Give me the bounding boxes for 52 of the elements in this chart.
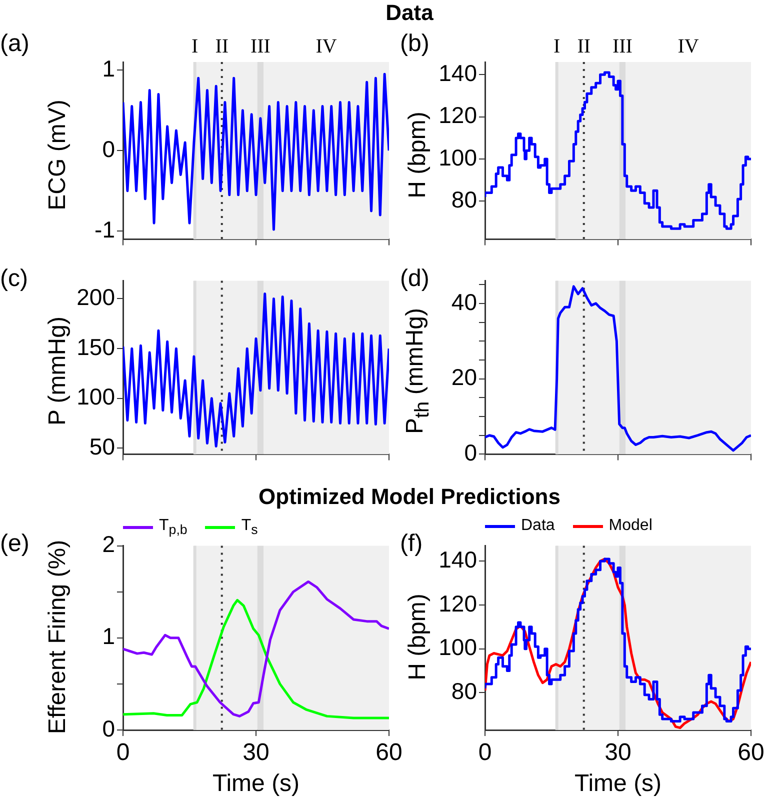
y-tick-label: 0 <box>102 136 115 162</box>
ref-line-label: I <box>553 35 560 58</box>
ref-line-label: II <box>215 35 229 58</box>
y-axis-title: Efferent Firing (%) <box>44 539 72 734</box>
y-tick-label: 0 <box>102 715 115 742</box>
y-tick-label: 120 <box>438 590 477 616</box>
text: (d) <box>400 265 430 293</box>
legend-label: Model <box>608 517 652 535</box>
x-tick-label: 30 <box>604 739 632 766</box>
y-tick-label: 2 <box>102 531 115 558</box>
y-tick-label: 80 <box>451 186 477 213</box>
y-tick-label: 140 <box>438 60 477 86</box>
band-label: IV <box>678 35 700 58</box>
x-tick-label: 60 <box>376 739 402 766</box>
x-tick-label: 60 <box>738 739 764 766</box>
y-axis-title: ECG (mV) <box>44 100 72 210</box>
x-tick-label: 30 <box>242 739 270 766</box>
y-tick-label: 20 <box>451 364 477 390</box>
text: (e) <box>0 530 30 558</box>
band-label: III <box>612 35 632 58</box>
y-tick-label: 80 <box>451 678 477 704</box>
legend-label: T$_{p,b}$ <box>159 517 188 538</box>
y-tick-label: 50 <box>89 434 115 460</box>
text: (f) <box>400 530 423 558</box>
y-tick-label: 1 <box>102 623 115 650</box>
band-label: III <box>250 35 270 58</box>
y-tick-label: 150 <box>76 334 115 360</box>
y-axis-title: P (mmHg) <box>44 316 72 425</box>
y-tick-label: 100 <box>438 144 477 170</box>
y-tick-label: 100 <box>76 384 115 410</box>
y-tick-label: 200 <box>76 284 115 310</box>
chart-title: Optimized Model Predictions <box>258 484 562 510</box>
y-tick-label: 1 <box>102 55 115 82</box>
legend-label: Data <box>521 517 555 535</box>
x-axis-title: Time (s) <box>574 770 662 798</box>
text: (b) <box>400 30 430 58</box>
band-label: IV <box>316 35 338 58</box>
ref-line-label: II <box>577 35 591 58</box>
legend-label: T$_{s}$ <box>241 517 258 538</box>
chart-title: Data <box>384 0 434 26</box>
text: (c) <box>0 265 28 293</box>
text: (a) <box>0 30 30 58</box>
y-tick-label: 100 <box>438 634 477 660</box>
y-axis-title: H (bpm) <box>404 112 432 198</box>
y-tick-label: 40 <box>451 288 477 315</box>
y-tick-label: 120 <box>438 102 477 128</box>
y-tick-label: 140 <box>438 546 477 572</box>
y-tick-label: 0 <box>464 440 477 466</box>
y-tick-label: -1 <box>94 216 115 242</box>
y-axis-title: H (bpm) <box>404 593 432 680</box>
x-axis-title: Time (s) <box>212 770 300 798</box>
ref-line-label: I <box>191 35 198 58</box>
